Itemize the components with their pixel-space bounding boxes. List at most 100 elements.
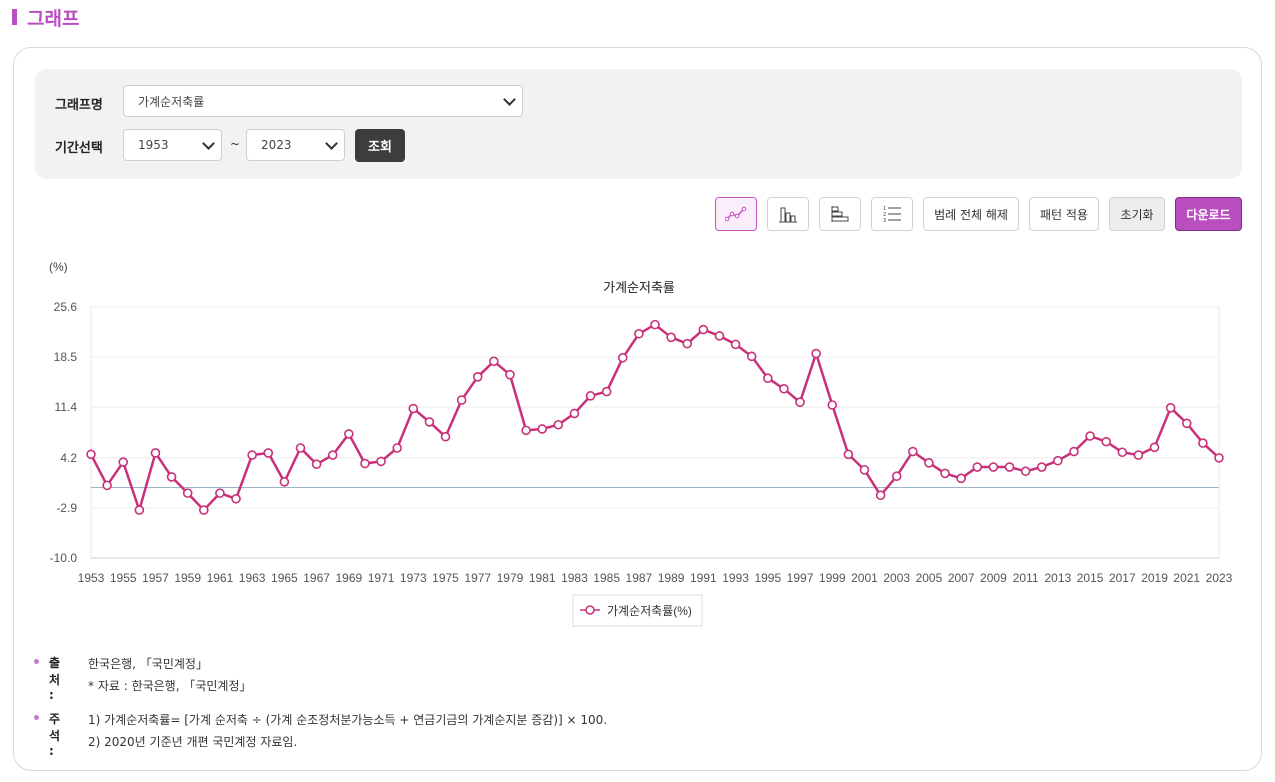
note-line-1: 1) 가계순저축률= [가계 순저축 ÷ (가계 순조정처분가능소득 + 연금기… bbox=[88, 713, 608, 727]
data-point bbox=[1165, 403, 1176, 413]
numbered-list-button[interactable]: 1 2 3 bbox=[871, 197, 913, 231]
bar-chart-icon bbox=[779, 207, 797, 223]
data-point bbox=[1069, 446, 1079, 457]
x-tick-label: 1965 bbox=[271, 571, 298, 585]
data-point bbox=[199, 505, 209, 515]
x-tick-label: 1981 bbox=[529, 571, 556, 585]
note-line-2: 2) 2020년 기준년 개편 국민계정 자료임. bbox=[88, 735, 298, 749]
data-point bbox=[553, 419, 564, 430]
data-point bbox=[182, 488, 193, 498]
data-point bbox=[779, 383, 789, 394]
data-point bbox=[650, 319, 660, 330]
legend-label: 가계순저축률(%) bbox=[607, 604, 692, 618]
data-point bbox=[505, 369, 515, 380]
data-point bbox=[521, 425, 531, 436]
y-tick-label: 25.6 bbox=[54, 300, 78, 314]
y-tick-label: 11.4 bbox=[55, 400, 78, 414]
data-point bbox=[295, 443, 306, 453]
data-point bbox=[247, 450, 257, 460]
x-tick-label: 1979 bbox=[497, 571, 524, 585]
data-point bbox=[908, 446, 918, 457]
data-point bbox=[1053, 455, 1063, 466]
reset-button[interactable]: 초기화 bbox=[1109, 197, 1165, 231]
data-point bbox=[924, 458, 934, 468]
x-tick-label: 1955 bbox=[110, 571, 137, 585]
data-point bbox=[762, 373, 773, 384]
end-year-select[interactable]: 2023 bbox=[246, 129, 345, 161]
data-point bbox=[440, 431, 451, 442]
bar-chart-button[interactable] bbox=[767, 197, 809, 231]
x-tick-label: 2015 bbox=[1077, 571, 1104, 585]
period-label: 기간선택 bbox=[55, 141, 103, 156]
x-tick-label: 1977 bbox=[464, 571, 491, 585]
svg-text:2: 2 bbox=[883, 212, 886, 218]
data-point bbox=[1101, 436, 1111, 447]
line-chart-button[interactable] bbox=[715, 197, 757, 231]
search-button[interactable]: 조회 bbox=[355, 129, 405, 162]
download-button[interactable]: 다운로드 bbox=[1175, 197, 1242, 231]
source-key: 출처 : bbox=[49, 656, 61, 702]
y-tick-label: -10.0 bbox=[50, 551, 78, 565]
data-point bbox=[311, 459, 322, 470]
x-tick-label: 2003 bbox=[883, 571, 910, 585]
horizontal-bar-chart-button[interactable] bbox=[819, 197, 861, 231]
data-point bbox=[682, 338, 693, 349]
data-point bbox=[360, 458, 370, 469]
x-tick-label: 1961 bbox=[207, 571, 234, 585]
y-tick-label: -2.9 bbox=[56, 501, 77, 515]
data-point bbox=[472, 372, 483, 382]
x-tick-label: 1989 bbox=[658, 571, 685, 585]
svg-text:1: 1 bbox=[883, 206, 886, 212]
data-point bbox=[972, 462, 983, 472]
data-point bbox=[392, 443, 402, 453]
search-box: 그래프명 가계순저축률 기간선택 1953 ~ 2023 조회 bbox=[35, 69, 1242, 179]
x-tick-label: 1971 bbox=[368, 571, 395, 585]
legend-circle-marker bbox=[585, 605, 595, 615]
data-point bbox=[698, 324, 709, 335]
section-title-text: 그래프 bbox=[27, 7, 80, 30]
data-point bbox=[263, 448, 274, 458]
data-point bbox=[1181, 418, 1192, 429]
data-point bbox=[811, 348, 821, 359]
data-point bbox=[730, 339, 741, 350]
x-tick-label: 1969 bbox=[335, 571, 362, 585]
data-point bbox=[1198, 438, 1208, 448]
x-tick-label: 1993 bbox=[722, 571, 749, 585]
data-point bbox=[585, 391, 596, 401]
y-tick-label: 18.5 bbox=[54, 350, 78, 364]
x-tick-label: 2009 bbox=[980, 571, 1007, 585]
x-tick-label: 1985 bbox=[593, 571, 620, 585]
title-marker bbox=[12, 9, 17, 25]
start-year-select[interactable]: 1953 bbox=[123, 129, 222, 161]
data-point bbox=[134, 505, 145, 515]
x-tick-label: 2005 bbox=[916, 571, 943, 585]
x-tick-label: 1959 bbox=[174, 571, 201, 585]
data-point bbox=[746, 351, 757, 362]
data-point bbox=[1149, 442, 1160, 453]
data-point bbox=[714, 331, 725, 341]
legend-clear-button[interactable]: 범례 전체 해제 bbox=[923, 197, 1019, 231]
data-point bbox=[150, 448, 161, 458]
data-point bbox=[875, 490, 886, 501]
legend[interactable]: 가계순저축률(%) bbox=[572, 594, 703, 627]
x-tick-label: 2021 bbox=[1173, 571, 1200, 585]
data-point bbox=[118, 457, 129, 467]
data-point bbox=[408, 403, 419, 414]
data-point bbox=[956, 473, 966, 484]
graph-name-select[interactable]: 가계순저축률 bbox=[123, 85, 523, 117]
horizontal-bar-chart-icon bbox=[831, 206, 849, 222]
data-point bbox=[859, 465, 870, 475]
data-point bbox=[537, 424, 548, 434]
x-tick-label: 1967 bbox=[303, 571, 330, 585]
plot-area bbox=[90, 306, 1220, 559]
pattern-button[interactable]: 패턴 적용 bbox=[1029, 197, 1099, 231]
x-tick-label: 1973 bbox=[400, 571, 427, 585]
data-point bbox=[86, 449, 96, 460]
data-point bbox=[1004, 462, 1015, 472]
data-point bbox=[666, 332, 676, 343]
x-tick-label: 1987 bbox=[626, 571, 653, 585]
x-tick-label: 1991 bbox=[690, 571, 717, 585]
data-point bbox=[891, 471, 902, 482]
data-point bbox=[843, 449, 854, 460]
